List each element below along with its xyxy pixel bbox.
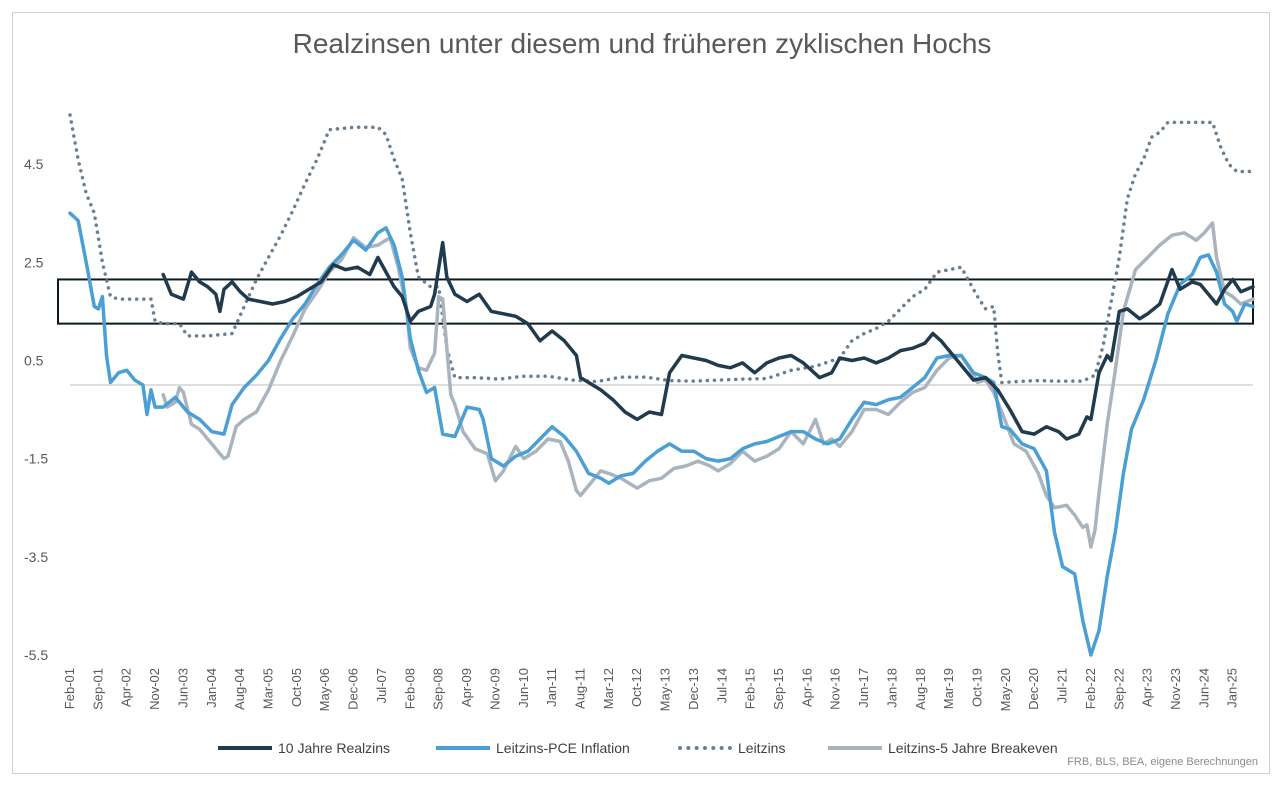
x-tick-label: Feb-01 xyxy=(62,668,77,709)
legend-label: Leitzins-PCE Inflation xyxy=(496,740,630,756)
x-tick-label: Oct-12 xyxy=(629,668,644,707)
x-tick-label: Jul-14 xyxy=(714,668,729,703)
y-tick-label: 2.5 xyxy=(24,254,44,270)
x-tick-label: May-20 xyxy=(998,668,1013,711)
x-tick-label: Jun-17 xyxy=(856,668,871,708)
x-tick-label: May-13 xyxy=(658,668,673,711)
x-tick-label: Jun-03 xyxy=(175,668,190,708)
x-tick-label: Jul-07 xyxy=(374,668,389,703)
series-line-2 xyxy=(68,113,1255,385)
x-tick-label: Aug-18 xyxy=(913,668,928,710)
x-tick-label: Oct-05 xyxy=(289,668,304,707)
x-tick-label: Sep-08 xyxy=(431,668,446,710)
x-tick-label: Feb-08 xyxy=(402,668,417,709)
x-tick-label: Jun-10 xyxy=(516,668,531,708)
series-line-1 xyxy=(68,211,1255,657)
x-tick-label: Feb-15 xyxy=(743,668,758,709)
series-layer xyxy=(68,113,1255,657)
legend-swatch xyxy=(828,746,882,750)
x-tick-label: Mar-19 xyxy=(941,668,956,709)
x-tick-label: Apr-09 xyxy=(459,668,474,707)
x-tick-label: Nov-02 xyxy=(147,668,162,710)
legend-item: 10 Jahre Realzins xyxy=(218,738,390,758)
legend-item: Leitzins xyxy=(678,738,785,758)
source-note: FRB, BLS, BEA, eigene Berechnungen xyxy=(1067,756,1258,768)
x-axis: Feb-01 Sep-01 Apr-02 Nov-02 Jun-03 Jan-04 Aug-… xyxy=(62,668,1240,711)
x-tick-label: Jan-04 xyxy=(204,668,219,708)
x-tick-label: Apr-02 xyxy=(119,668,134,707)
y-axis: 4.5 2.5 0.5 -1.5 -3.5 -5.5 xyxy=(24,156,48,663)
legend: 10 Jahre Realzins Leitzins-PCE Inflation L… xyxy=(0,738,1284,758)
y-tick-label: 0.5 xyxy=(24,352,44,368)
x-tick-label: Jun-24 xyxy=(1196,668,1211,708)
x-tick-label: Jan-18 xyxy=(884,668,899,708)
x-tick-label: Jan-11 xyxy=(544,668,559,707)
x-tick-label: Dec-06 xyxy=(346,668,361,710)
chart-frame xyxy=(12,12,1270,774)
x-tick-label: Apr-16 xyxy=(799,668,814,707)
x-tick-label: Jul-21 xyxy=(1055,668,1070,703)
x-tick-label: Mar-12 xyxy=(601,668,616,709)
x-tick-label: Sep-22 xyxy=(1111,668,1126,710)
legend-swatch xyxy=(678,746,732,750)
x-tick-label: Nov-23 xyxy=(1168,668,1183,710)
x-tick-label: May-06 xyxy=(317,668,332,711)
legend-label: Leitzins-5 Jahre Breakeven xyxy=(888,740,1058,756)
x-tick-label: Sep-15 xyxy=(771,668,786,710)
y-tick-label: -3.5 xyxy=(24,549,48,565)
x-tick-label: Jan-25 xyxy=(1225,668,1240,708)
x-tick-label: Sep-01 xyxy=(90,668,105,710)
chart-svg: 4.5 2.5 0.5 -1.5 -3.5 -5.5 Feb-01 Sep-01 Apr-02… xyxy=(24,113,1255,711)
x-tick-label: Mar-05 xyxy=(261,668,276,709)
x-tick-label: Dec-13 xyxy=(686,668,701,710)
highlight-band xyxy=(57,278,1254,325)
x-tick-label: Nov-09 xyxy=(487,668,502,710)
x-tick-label: Feb-22 xyxy=(1083,668,1098,709)
legend-label: Leitzins xyxy=(738,740,786,756)
y-tick-label: -5.5 xyxy=(24,647,48,663)
legend-label: 10 Jahre Realzins xyxy=(278,740,391,756)
x-tick-label: Aug-11 xyxy=(572,668,587,709)
series-line-0 xyxy=(161,240,1255,441)
chart-title: Realzinsen unter diesem und früheren zyk… xyxy=(292,28,992,59)
x-tick-label: Oct-19 xyxy=(970,668,985,707)
x-tick-label: Nov-16 xyxy=(828,668,843,710)
legend-swatch xyxy=(218,746,272,750)
x-tick-label: Aug-04 xyxy=(232,668,247,710)
x-tick-label: Dec-20 xyxy=(1026,668,1041,710)
y-tick-label: 4.5 xyxy=(24,156,44,172)
y-tick-label: -1.5 xyxy=(24,451,48,467)
x-tick-label: Apr-23 xyxy=(1140,668,1155,707)
legend-item: Leitzins-5 Jahre Breakeven xyxy=(828,738,1058,758)
legend-swatch xyxy=(436,746,490,750)
legend-item: Leitzins-PCE Inflation xyxy=(436,738,630,758)
